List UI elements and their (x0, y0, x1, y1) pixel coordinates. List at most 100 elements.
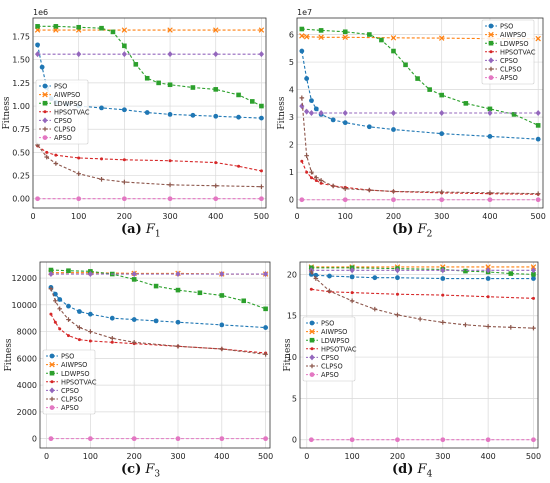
data-point-apso-3 (175, 436, 181, 442)
x-tick-label: 200 (117, 212, 132, 221)
data-point-pso-8 (391, 127, 396, 132)
data-point-apso-3 (440, 437, 446, 443)
y-tick-label: 4000 (17, 381, 37, 390)
data-point-clpso-1 (44, 154, 50, 160)
data-point-apso-2 (391, 197, 396, 203)
data-point-clpso-8 (463, 322, 468, 328)
data-point-hpsotvac-2 (350, 291, 354, 295)
data-point-ldwpso-0 (48, 267, 54, 273)
data-point-cpso-5 (390, 110, 397, 116)
y-tick-label: 0.00 (12, 195, 30, 204)
data-point-ldwpso-8 (219, 293, 225, 298)
data-point-apso-2 (131, 436, 137, 442)
data-point-pso-5 (330, 117, 336, 123)
legend-marker-hpsotvac (489, 50, 493, 54)
legend-marker-ldwpso (42, 100, 48, 106)
legend-marker-aiwpso (309, 328, 315, 335)
x-tick-label: 100 (83, 452, 98, 461)
data-point-clpso-10 (263, 352, 268, 357)
data-point-ldwpso-4 (110, 29, 116, 35)
data-point-clpso-4 (318, 178, 324, 183)
x-tick-label: 0 (30, 212, 35, 221)
data-point-ldwpso-2 (342, 29, 348, 35)
legend-label-pso: PSO (321, 320, 334, 328)
data-point-clpso-5 (122, 179, 127, 185)
data-point-aiwpso-4 (167, 27, 173, 33)
data-point-clpso-9 (439, 189, 445, 195)
data-point-clpso-10 (487, 190, 493, 196)
data-point-hpsotvac-2 (58, 327, 62, 331)
data-point-clpso-8 (259, 184, 264, 189)
x-tick-label: 100 (344, 452, 359, 461)
legend-marker-clpso (488, 66, 494, 72)
data-point-pso-13 (236, 114, 241, 120)
data-point-pso-2 (57, 297, 63, 302)
data-point-ldwpso-7 (144, 75, 150, 81)
legend-label-ldwpso: LDWPSO (61, 370, 90, 378)
axis-offset-text: 1e7 (297, 8, 312, 17)
data-point-hpsotvac-3 (77, 156, 81, 160)
data-point-cpso-4 (219, 271, 225, 278)
data-point-pso-8 (153, 318, 159, 324)
data-point-hpsotvac-2 (309, 176, 313, 180)
data-point-aiwpso-4 (390, 35, 397, 41)
data-point-cpso-5 (263, 271, 269, 278)
data-point-apso-0 (35, 196, 40, 202)
x-tick-label: 100 (71, 212, 86, 221)
legend-label-pso: PSO (61, 353, 74, 361)
legend-marker-cpso (42, 117, 48, 124)
legend-box (35, 79, 89, 145)
legend-label-hpsotvac: HPSOTVAC (61, 378, 97, 386)
y-axis-label: Fitness (277, 96, 287, 129)
data-point-cpso-4 (342, 110, 348, 116)
series-line-hpsotvac (37, 145, 262, 172)
legend-label-apso: APSO (54, 134, 72, 142)
series-line-pso (311, 273, 534, 280)
data-point-aiwpso-5 (438, 35, 445, 41)
legend-marker-clpso (309, 363, 315, 369)
data-point-pso-8 (121, 107, 127, 113)
y-tick-label: 3 (289, 113, 294, 122)
legend-label-ldwpso: LDWPSO (321, 337, 350, 345)
legend-marker-pso (488, 23, 494, 29)
series-line-ldwpso (50, 269, 266, 310)
x-tick-label: 400 (480, 452, 495, 461)
x-tick-label: 0 (294, 212, 299, 221)
y-tick-label: 10 (287, 353, 297, 362)
data-point-clpso-8 (175, 344, 181, 349)
legend-label-cpso: CPSO (61, 387, 79, 395)
data-point-pso-12 (213, 113, 219, 119)
data-point-aiwpso-6 (258, 27, 265, 33)
legend-label-apso: APSO (500, 74, 518, 82)
data-point-pso-6 (342, 120, 348, 126)
data-point-ldwpso-10 (263, 306, 268, 312)
x-tick-label: 500 (258, 452, 273, 461)
chart-panel-d: 0 100 200 300 400 500 0 5 10 15 20 Fitness PSOAIWPSO… (283, 261, 541, 461)
data-point-pso-6 (109, 315, 115, 321)
legend-label-aiwpso: AIWPSO (321, 328, 347, 336)
x-tick-label: 300 (170, 452, 185, 461)
data-point-hpsotvac-5 (486, 295, 490, 299)
data-point-pso-9 (144, 110, 150, 115)
data-point-pso-11 (190, 112, 196, 118)
legend-marker-apso (309, 372, 315, 377)
data-point-ldwpso-4 (131, 277, 137, 282)
data-point-pso-9 (439, 131, 445, 137)
x-tick-label: 400 (214, 452, 229, 461)
y-tick-label: 0 (292, 436, 297, 445)
legend-label-apso: APSO (61, 404, 79, 412)
series-line-pso (301, 50, 539, 140)
y-tick-label: 20 (287, 270, 297, 279)
data-point-clpso-4 (77, 325, 82, 330)
data-point-apso-5 (535, 197, 541, 203)
data-point-hpsotvac-3 (66, 334, 70, 338)
data-point-clpso-3 (76, 171, 81, 177)
data-point-pso-0 (299, 48, 305, 54)
data-point-hpsotvac-7 (214, 161, 218, 165)
data-point-apso-4 (213, 196, 219, 202)
data-point-aiwpso-5 (530, 264, 537, 270)
data-point-pso-2 (327, 273, 332, 279)
data-point-cpso-7 (487, 110, 493, 116)
y-tick-label: 0.75 (12, 125, 30, 134)
